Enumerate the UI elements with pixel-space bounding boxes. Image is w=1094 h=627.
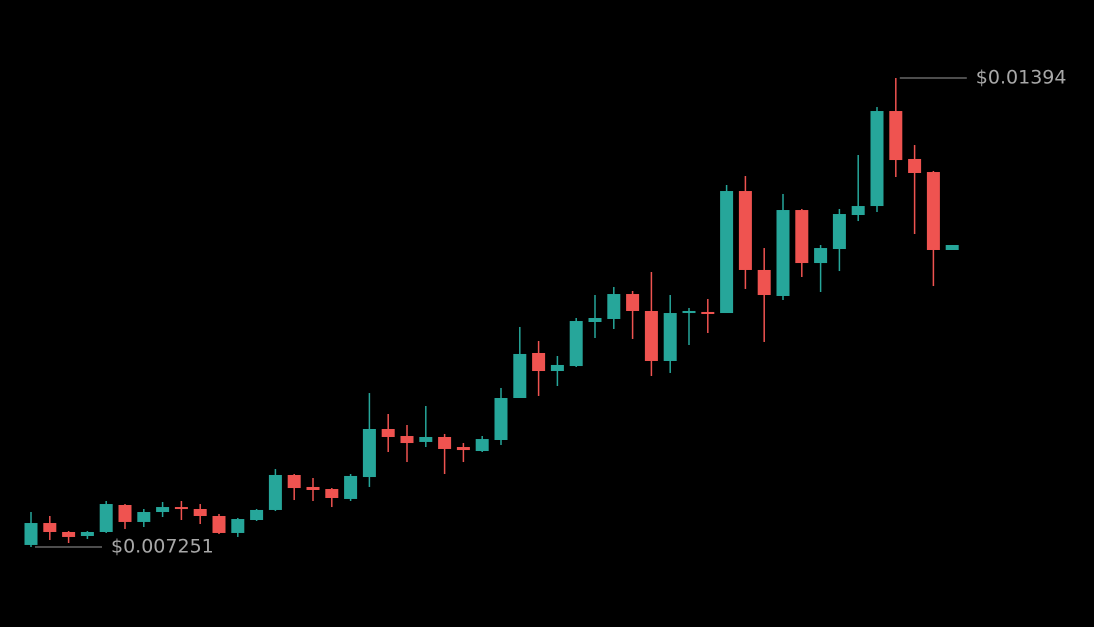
candle-body [174, 507, 188, 510]
candle-body [43, 523, 57, 532]
candle-body [832, 214, 846, 250]
candle-body [626, 294, 640, 311]
candle-body [419, 436, 433, 442]
candle-body [268, 474, 282, 510]
candle-body [795, 210, 809, 264]
candle-body [851, 206, 865, 216]
candle-body [569, 321, 583, 367]
candle-body [494, 398, 508, 441]
candle-body [438, 436, 452, 449]
candle-body [682, 310, 696, 314]
candle-body [644, 310, 658, 361]
candle-body [306, 486, 320, 490]
candle-body [62, 531, 76, 537]
candle-body [701, 311, 715, 315]
candle-body [456, 447, 470, 451]
candle-body [720, 191, 734, 314]
candle-body [325, 489, 339, 498]
annotation-label: $0.01394 [976, 67, 1067, 89]
candle-body [99, 504, 113, 532]
candle-body [400, 436, 414, 444]
candle-body [550, 364, 564, 372]
candle-body [80, 531, 94, 536]
candle-body [814, 248, 828, 264]
candle-body [381, 428, 395, 437]
candle-body [663, 313, 677, 361]
candle-body [287, 474, 301, 489]
candle-body [776, 210, 790, 296]
candle-body [889, 111, 903, 161]
candle-body [513, 353, 527, 399]
annotation-label: $0.007251 [111, 536, 214, 558]
candle-body [156, 507, 170, 513]
candle-body [926, 172, 940, 250]
candle-body [24, 523, 38, 545]
candle-body [193, 508, 207, 517]
candle-body [250, 509, 264, 521]
candle-body [607, 294, 621, 319]
candle-body [945, 245, 959, 250]
candle-body [475, 439, 489, 452]
candle-body [738, 191, 752, 270]
candle-body [344, 475, 358, 499]
candle-body [231, 519, 245, 533]
candle-body [118, 505, 132, 522]
candle-body [870, 111, 884, 207]
candle-body [362, 428, 376, 478]
candle-body [588, 318, 602, 323]
candle-body [137, 512, 151, 522]
candle-body [908, 158, 922, 174]
candle-body [757, 269, 771, 296]
candle-body [212, 516, 226, 533]
candle-body [532, 352, 546, 372]
